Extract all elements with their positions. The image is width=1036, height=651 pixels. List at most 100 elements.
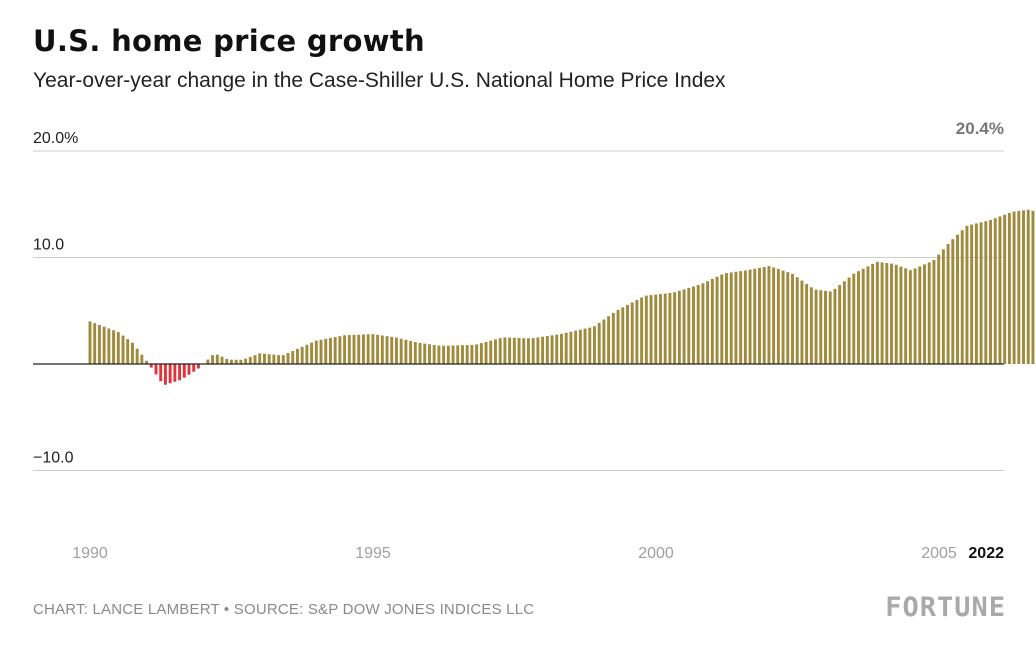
bar bbox=[890, 263, 893, 364]
bar bbox=[215, 354, 219, 364]
bar bbox=[362, 334, 365, 364]
bar bbox=[220, 356, 224, 364]
bar bbox=[970, 224, 974, 364]
bar bbox=[564, 332, 568, 364]
bar bbox=[357, 334, 361, 364]
bar bbox=[461, 345, 464, 364]
bar bbox=[295, 348, 299, 364]
bar bbox=[555, 334, 559, 364]
bar bbox=[423, 343, 427, 364]
bar bbox=[824, 290, 827, 364]
bar bbox=[446, 345, 450, 364]
bar bbox=[395, 337, 398, 364]
bar bbox=[333, 337, 337, 364]
bar bbox=[149, 364, 153, 368]
bar bbox=[791, 273, 794, 364]
bar bbox=[531, 338, 535, 364]
bar bbox=[682, 289, 686, 364]
bar bbox=[498, 338, 502, 364]
bar bbox=[795, 277, 799, 364]
bar bbox=[842, 281, 846, 364]
bar bbox=[182, 364, 186, 378]
bar bbox=[668, 292, 672, 364]
bar bbox=[1031, 210, 1035, 364]
bar bbox=[163, 364, 167, 385]
bar bbox=[677, 290, 681, 364]
bar bbox=[640, 297, 644, 364]
bar bbox=[597, 322, 601, 364]
bar bbox=[277, 355, 281, 364]
bar bbox=[607, 316, 611, 364]
bar bbox=[621, 307, 625, 364]
bar bbox=[385, 336, 389, 364]
bar bbox=[88, 321, 92, 364]
bar bbox=[588, 327, 592, 364]
bar bbox=[371, 334, 375, 364]
bar bbox=[475, 344, 479, 364]
bar bbox=[951, 239, 955, 364]
bar bbox=[107, 328, 111, 364]
bar bbox=[762, 266, 766, 364]
bar bbox=[300, 346, 304, 364]
bar bbox=[173, 364, 177, 382]
bar bbox=[380, 335, 384, 364]
bar bbox=[748, 269, 752, 364]
y-tick-label: 10.0 bbox=[33, 237, 64, 254]
bar bbox=[734, 271, 738, 364]
bar bbox=[154, 364, 158, 375]
bar bbox=[767, 266, 771, 364]
bar bbox=[258, 353, 262, 364]
bar bbox=[998, 216, 1002, 364]
bar bbox=[814, 289, 818, 364]
bar bbox=[527, 338, 530, 364]
bar bbox=[904, 268, 908, 364]
bar bbox=[112, 330, 116, 364]
bar bbox=[428, 344, 431, 364]
y-tick-label: −10.0 bbox=[33, 450, 74, 467]
bar bbox=[979, 222, 983, 364]
bar bbox=[347, 335, 351, 364]
bar bbox=[390, 336, 394, 364]
bar bbox=[725, 273, 728, 364]
bar bbox=[974, 223, 978, 364]
bar bbox=[102, 326, 106, 364]
bar bbox=[159, 364, 163, 382]
bar bbox=[522, 338, 526, 364]
bar bbox=[809, 287, 813, 364]
bar bbox=[541, 336, 545, 364]
bar bbox=[956, 234, 959, 364]
bar bbox=[828, 291, 832, 364]
bar bbox=[630, 302, 634, 364]
bar bbox=[918, 266, 922, 364]
bar bbox=[291, 350, 295, 364]
bar bbox=[418, 342, 422, 364]
bar bbox=[560, 333, 563, 364]
bar bbox=[1012, 211, 1016, 364]
bar bbox=[479, 343, 483, 364]
bar bbox=[861, 268, 865, 364]
bar bbox=[616, 309, 620, 364]
x-tick-label: 1995 bbox=[355, 545, 391, 562]
chart-subtitle: Year-over-year change in the Case-Shille… bbox=[33, 69, 726, 92]
bar bbox=[720, 274, 724, 364]
bar bbox=[1017, 210, 1021, 364]
bar bbox=[937, 254, 941, 364]
x-tick-label: 2000 bbox=[638, 545, 674, 562]
bar bbox=[456, 345, 460, 364]
bar bbox=[248, 356, 252, 364]
bar bbox=[805, 283, 809, 364]
bar bbox=[324, 338, 328, 364]
bar bbox=[338, 336, 342, 364]
x-tick-label: 1990 bbox=[72, 545, 108, 562]
bar bbox=[989, 220, 992, 364]
bar bbox=[281, 355, 285, 364]
bar bbox=[310, 342, 314, 364]
bar bbox=[253, 355, 257, 364]
bar bbox=[894, 264, 898, 364]
bar bbox=[442, 345, 446, 364]
bar bbox=[140, 354, 144, 364]
bar bbox=[404, 339, 408, 364]
bar bbox=[880, 262, 884, 364]
bar bbox=[569, 331, 573, 364]
bar bbox=[715, 276, 719, 364]
